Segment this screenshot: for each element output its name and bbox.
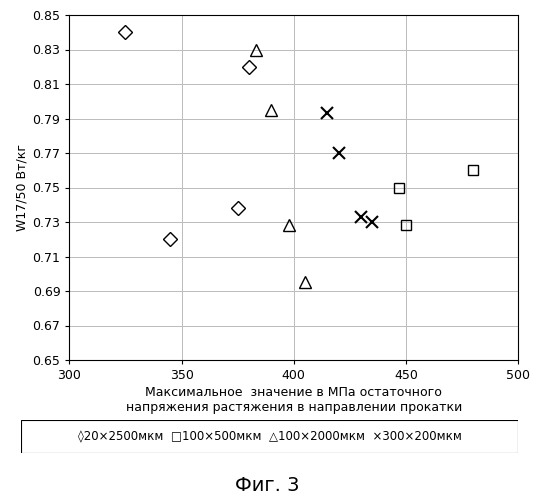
X-axis label: Максимальное  значение в МПа остаточного
напряжения растяжения в направлении про: Максимальное значение в МПа остаточного …: [125, 386, 462, 414]
FancyBboxPatch shape: [21, 420, 518, 452]
Text: ◊20×2500мкм  □100×500мкм  △100×2000мкм  ×300×200мкм: ◊20×2500мкм □100×500мкм △100×2000мкм ×30…: [78, 430, 461, 443]
Text: Фиг. 3: Фиг. 3: [235, 476, 299, 495]
Y-axis label: W17/50 Вт/кг: W17/50 Вт/кг: [15, 144, 28, 231]
